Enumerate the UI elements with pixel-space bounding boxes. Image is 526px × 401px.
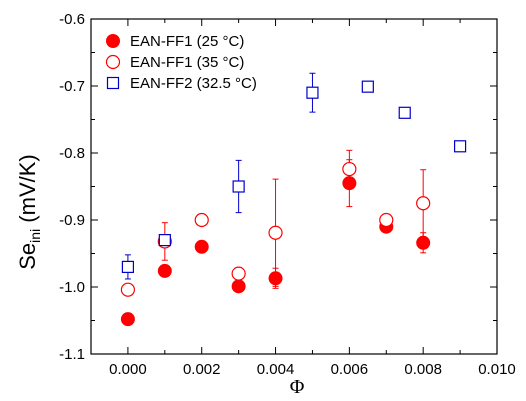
x-axis-label: Φ — [290, 376, 305, 398]
legend-marker-1 — [106, 34, 120, 48]
legend-marker-2 — [105, 54, 121, 70]
y-tick-label: -0.9 — [59, 212, 85, 229]
y-tick-label: -0.6 — [59, 11, 85, 28]
data-point-series-2 — [231, 266, 246, 281]
data-markers — [120, 80, 467, 327]
y-tick-label: -0.7 — [59, 78, 85, 95]
error-bars — [124, 72, 464, 296]
legend: EAN-FF1 (25 °C) EAN-FF1 (35 °C) EAN-FF2 (3… — [105, 33, 257, 92]
legend-label-1: EAN-FF1 (25 °C) — [130, 33, 244, 50]
data-point-series-3 — [361, 80, 374, 93]
data-point-series-1 — [342, 176, 357, 191]
x-tick-label: 0.010 — [478, 361, 516, 378]
data-point-series-1 — [194, 239, 209, 254]
legend-label-3: EAN-FF2 (32.5 °C) — [130, 75, 257, 92]
data-point-series-3 — [398, 106, 411, 119]
x-tick-label: 0.008 — [404, 361, 442, 378]
data-point-series-3 — [121, 260, 135, 273]
y-axis-label-sub: ini — [27, 229, 43, 243]
data-point-series-3 — [453, 140, 467, 153]
data-point-series-2 — [416, 196, 431, 211]
x-tick-label: 0.000 — [109, 361, 147, 378]
data-point-series-2 — [379, 212, 394, 228]
y-tick-label: -1.1 — [59, 346, 85, 363]
data-point-series-1 — [157, 263, 172, 278]
y-tick-label: -1.0 — [59, 279, 85, 296]
x-tick-label: 0.006 — [331, 361, 369, 378]
data-point-series-1 — [231, 279, 246, 294]
y-axis-label: Seini (mV/K) — [15, 154, 43, 270]
axes: 0.000 0.002 0.004 0.006 0.008 0.010 -1.1 -1.0 -0… — [59, 11, 516, 378]
data-point-series-2 — [342, 161, 357, 177]
data-point-series-1 — [416, 235, 431, 250]
y-tick-label: -0.8 — [59, 145, 85, 162]
x-tick-label: 0.004 — [257, 361, 295, 378]
legend-label-2: EAN-FF1 (35 °C) — [130, 54, 244, 71]
data-point-series-2 — [194, 212, 209, 228]
data-point-series-2 — [268, 225, 283, 240]
x-tick-label: 0.002 — [183, 361, 221, 378]
data-point-series-2 — [120, 282, 136, 297]
data-point-series-1 — [268, 271, 283, 286]
legend-marker-3 — [106, 76, 120, 90]
data-point-series-3 — [306, 86, 319, 99]
data-point-series-3 — [158, 234, 171, 247]
y-axis-label-main: Se — [15, 243, 40, 270]
data-point-series-1 — [120, 312, 135, 327]
y-axis-label-unit: (mV/K) — [15, 154, 40, 229]
data-point-series-3 — [232, 180, 245, 193]
